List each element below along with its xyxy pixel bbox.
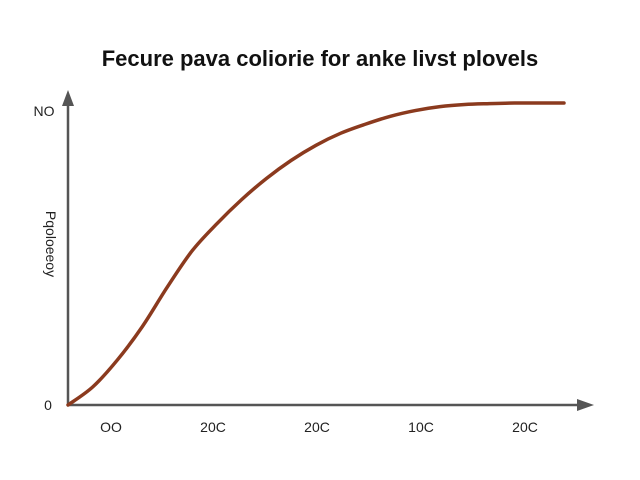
series-line (66, 101, 566, 407)
y-tick-labels: 0 NO (34, 103, 55, 413)
x-tick-label: OO (100, 419, 122, 435)
series-group (66, 101, 566, 407)
y-axis-label: Pqoloeeoy (43, 211, 59, 277)
x-axis-arrowhead (577, 399, 594, 411)
y-tick-label: NO (34, 103, 55, 119)
chart-title: Fecure pava coliorie for anke livst plov… (102, 46, 539, 71)
x-tick-label: 10C (408, 419, 434, 435)
x-tick-label: 20C (512, 419, 538, 435)
axes (62, 90, 594, 411)
y-tick-label: 0 (44, 397, 52, 413)
x-tick-label: 20C (304, 419, 330, 435)
y-axis-arrowhead (62, 90, 74, 106)
x-tick-label: 20C (200, 419, 226, 435)
x-tick-labels: OO 20C 20C 10C 20C (100, 419, 538, 435)
